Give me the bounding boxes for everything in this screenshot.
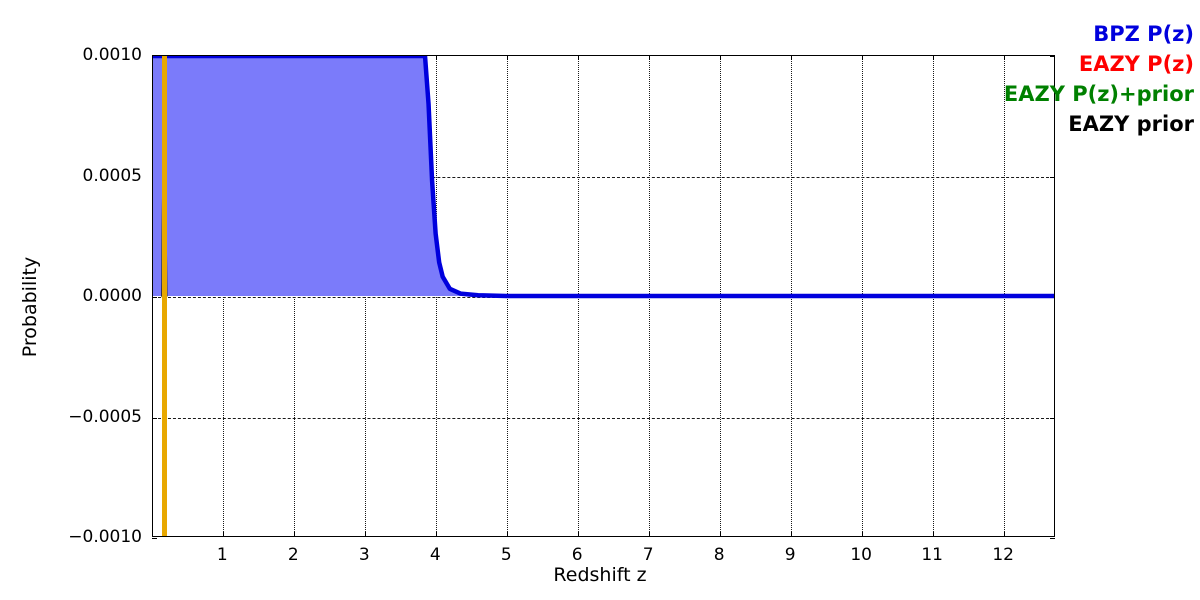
x-tick-mark-top [436, 55, 438, 60]
x-tick-mark-top [507, 55, 509, 60]
x-tick-mark [933, 532, 935, 537]
x-tick-label: 6 [571, 545, 583, 565]
x-tick-mark [223, 532, 225, 537]
x-tick-mark [1004, 532, 1006, 537]
x-tick-mark [791, 532, 793, 537]
legend-entry-1: EAZY P(z) [1078, 52, 1194, 76]
legend: BPZ P(z) EAZY P(z) EAZY P(z)+prior EAZY pri… [1004, 24, 1194, 144]
data-curves [153, 56, 1054, 299]
x-tick-label: 2 [287, 545, 299, 565]
y-tick-label: −0.0010 [68, 527, 142, 547]
x-tick-label: 12 [992, 545, 1014, 565]
legend-entry-0: BPZ P(z) [1093, 22, 1194, 46]
x-tick-label: 1 [216, 545, 228, 565]
legend-entry-2: EAZY P(z)+prior [1003, 82, 1194, 106]
gridline-horizontal [153, 176, 1054, 178]
x-tick-mark-top [791, 55, 793, 60]
y-axis-label: Probability [19, 256, 41, 358]
x-axis-label: Redshift z [553, 564, 647, 586]
gridline-horizontal [153, 417, 1054, 419]
x-tick-mark [720, 532, 722, 537]
x-tick-label: 10 [850, 545, 873, 565]
x-tick-mark [649, 532, 651, 537]
x-tick-mark [294, 532, 296, 537]
x-tick-mark-top [933, 55, 935, 60]
y-tick-mark-right [1050, 538, 1055, 539]
x-tick-label: 8 [713, 545, 725, 565]
y-tick-mark [152, 297, 157, 298]
x-tick-label: 11 [921, 545, 943, 565]
series-line-bpz-p-z [153, 56, 1054, 299]
x-tick-mark [578, 532, 580, 537]
y-tick-label: −0.0005 [68, 406, 142, 427]
x-tick-mark-top [1004, 55, 1006, 60]
x-tick-label: 9 [784, 545, 796, 565]
x-tick-mark-top [649, 55, 651, 60]
y-tick-mark-right [1050, 417, 1055, 419]
y-tick-label: 0.0000 [82, 286, 142, 306]
x-tick-label: 3 [358, 545, 370, 565]
x-tick-mark-top [720, 55, 722, 60]
low-z-spike-band-marker [161, 56, 167, 536]
y-tick-mark [152, 417, 157, 419]
x-tick-label: 4 [429, 545, 441, 565]
x-tick-mark [862, 532, 864, 537]
y-tick-mark-right [1050, 56, 1055, 57]
legend-entry-3: EAZY prior [1068, 112, 1194, 136]
x-tick-mark-top [578, 55, 580, 60]
plot-area [152, 55, 1055, 539]
y-tick-mark [152, 538, 157, 539]
y-tick-label: 0.0010 [82, 45, 142, 65]
x-tick-label: 7 [642, 545, 654, 565]
x-tick-label: 5 [500, 545, 512, 565]
y-tick-mark-right [1050, 176, 1055, 178]
x-tick-mark-top [862, 55, 864, 60]
x-tick-mark [365, 532, 367, 537]
x-tick-mark [436, 532, 438, 537]
series-fill-bpz-p-z [153, 56, 1054, 296]
y-tick-label: 0.0005 [82, 165, 142, 186]
x-tick-mark [507, 532, 509, 537]
